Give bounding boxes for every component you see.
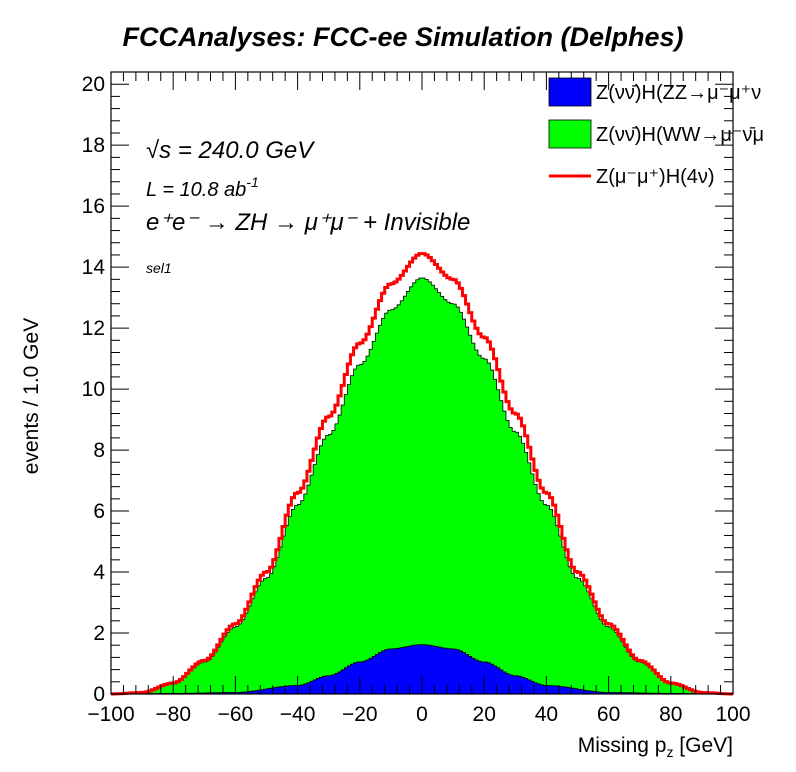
x-tick-label: 80 (659, 703, 682, 726)
selection-label: sel1 (146, 260, 172, 276)
x-tick-label: 60 (597, 703, 620, 726)
x-tick-label: −60 (218, 703, 254, 726)
y-axis-label: events / 1.0 GeV (20, 318, 43, 474)
legend-label-0: Z(νν̄)H(ZZ→μ⁻μ⁺ν (596, 82, 761, 104)
lumi-text: L = 10.8 ab (146, 179, 246, 201)
sqrt-s-label: √s = 240.0 GeV (146, 137, 315, 164)
lumi-superscript: -1 (246, 174, 258, 190)
x-tick-label: 100 (715, 703, 750, 726)
x-tick-label: −100 (87, 703, 134, 726)
y-tick-label: 20 (82, 73, 105, 96)
y-tick-label: 8 (93, 439, 105, 462)
x-tick-label: 20 (473, 703, 496, 726)
series-line-2 (111, 252, 733, 696)
axis-ticks (110, 71, 734, 695)
series-fill-1 (110, 277, 734, 695)
y-tick-label: 16 (82, 195, 105, 218)
x-tick-label: −80 (155, 703, 191, 726)
x-tick-label: −20 (342, 703, 378, 726)
y-tick-label: 4 (93, 561, 105, 584)
legend-label-1: Z(νν̄)H(WW→μ⁻ν̄μ (596, 124, 764, 146)
stacked-fills (110, 277, 734, 695)
x-axis-label: Missing pz [GeV] (578, 734, 733, 760)
x-tick-label: −40 (280, 703, 316, 726)
axis-tick-labels: −100 −80 −60 −40 −20 0 20 40 60 80 100 0 2 4 6 8 10 12 14 1… (82, 73, 751, 726)
legend: Z(νν̄)H(ZZ→μ⁻μ⁺ν Z(νν̄)H(WW→μ⁻ν̄μ Z(μ⁻μ⁺)H… (548, 77, 764, 188)
legend-swatch-1 (548, 119, 592, 149)
process-label: e⁺e⁻ → ZH → μ⁺μ⁻ + Invisible (146, 209, 470, 236)
y-tick-label: 12 (82, 317, 105, 340)
y-tick-label: 6 (93, 500, 105, 523)
y-tick-label: 10 (82, 378, 105, 401)
chart-title: FCCAnalyses: FCC-ee Simulation (Delphes) (122, 22, 683, 52)
y-tick-label: 0 (93, 683, 105, 706)
lumi-label: L = 10.8 ab-1 (146, 174, 259, 201)
stacked-lines (111, 252, 733, 696)
y-tick-label: 14 (82, 256, 106, 279)
legend-swatch-0 (548, 77, 592, 107)
legend-label-2: Z(μ⁻μ⁺)H(4ν) (596, 166, 715, 188)
x-tick-label: 40 (535, 703, 558, 726)
x-tick-label: 0 (416, 703, 428, 726)
annotations: √s = 240.0 GeV L = 10.8 ab-1 e⁺e⁻ → ZH →… (146, 137, 470, 276)
y-tick-label: 18 (82, 134, 105, 157)
series-fill-0 (110, 644, 734, 695)
y-tick-label: 2 (93, 622, 105, 645)
